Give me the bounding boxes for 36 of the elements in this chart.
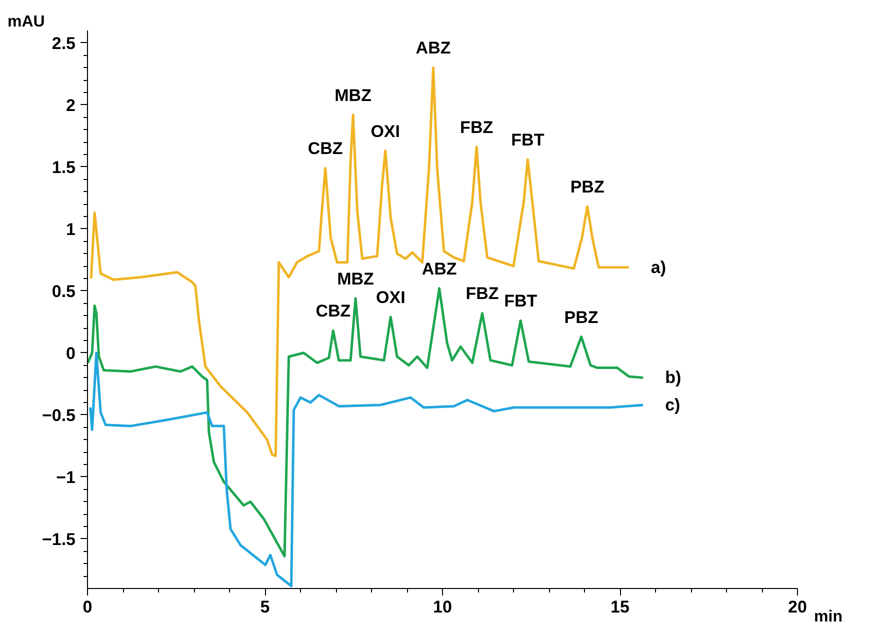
y-tick-label: 2.5 [52, 34, 76, 53]
x-tick-label: 5 [260, 598, 270, 616]
y-tick-label: 2 [66, 96, 76, 115]
y-tick-label: 1 [66, 220, 76, 239]
annotation: ABZ [416, 38, 451, 58]
line-series [88, 287, 644, 558]
line-series [90, 66, 630, 458]
series-label: b) [665, 368, 682, 388]
y-tick-label: 0 [66, 344, 76, 363]
annotation: MBZ [337, 269, 374, 288]
y-tick-label: 1.5 [52, 158, 76, 177]
x-tick-label: 15 [610, 598, 630, 616]
y-tick-label: 0.5 [52, 282, 76, 301]
annotation: CBZ [308, 139, 343, 158]
y-tick-label: −1.5 [42, 530, 76, 549]
annotation: FBT [511, 130, 545, 150]
x-tick-label: 10 [433, 598, 452, 616]
y-tick-label: −0.5 [42, 406, 76, 425]
annotation: ABZ [422, 259, 457, 278]
x-axis-title: min [814, 608, 843, 626]
line-series [89, 352, 644, 588]
series-label: c) [665, 395, 680, 414]
annotation: CBZ [316, 302, 351, 321]
x-tick-label: 20 [788, 598, 807, 616]
annotation: PBZ [564, 308, 598, 327]
annotation: FBT [504, 292, 538, 311]
annotation: OXI [370, 122, 400, 141]
annotation: FBZ [466, 284, 499, 304]
series-label: a) [650, 258, 666, 277]
y-tick-label: −1 [56, 468, 76, 487]
x-tick-label: 0 [82, 598, 92, 616]
y-axis-title: mAU [8, 14, 45, 30]
annotation: MBZ [334, 86, 372, 105]
annotation: FBZ [460, 118, 494, 138]
annotation: PBZ [570, 178, 604, 197]
annotation: OXI [376, 288, 406, 307]
